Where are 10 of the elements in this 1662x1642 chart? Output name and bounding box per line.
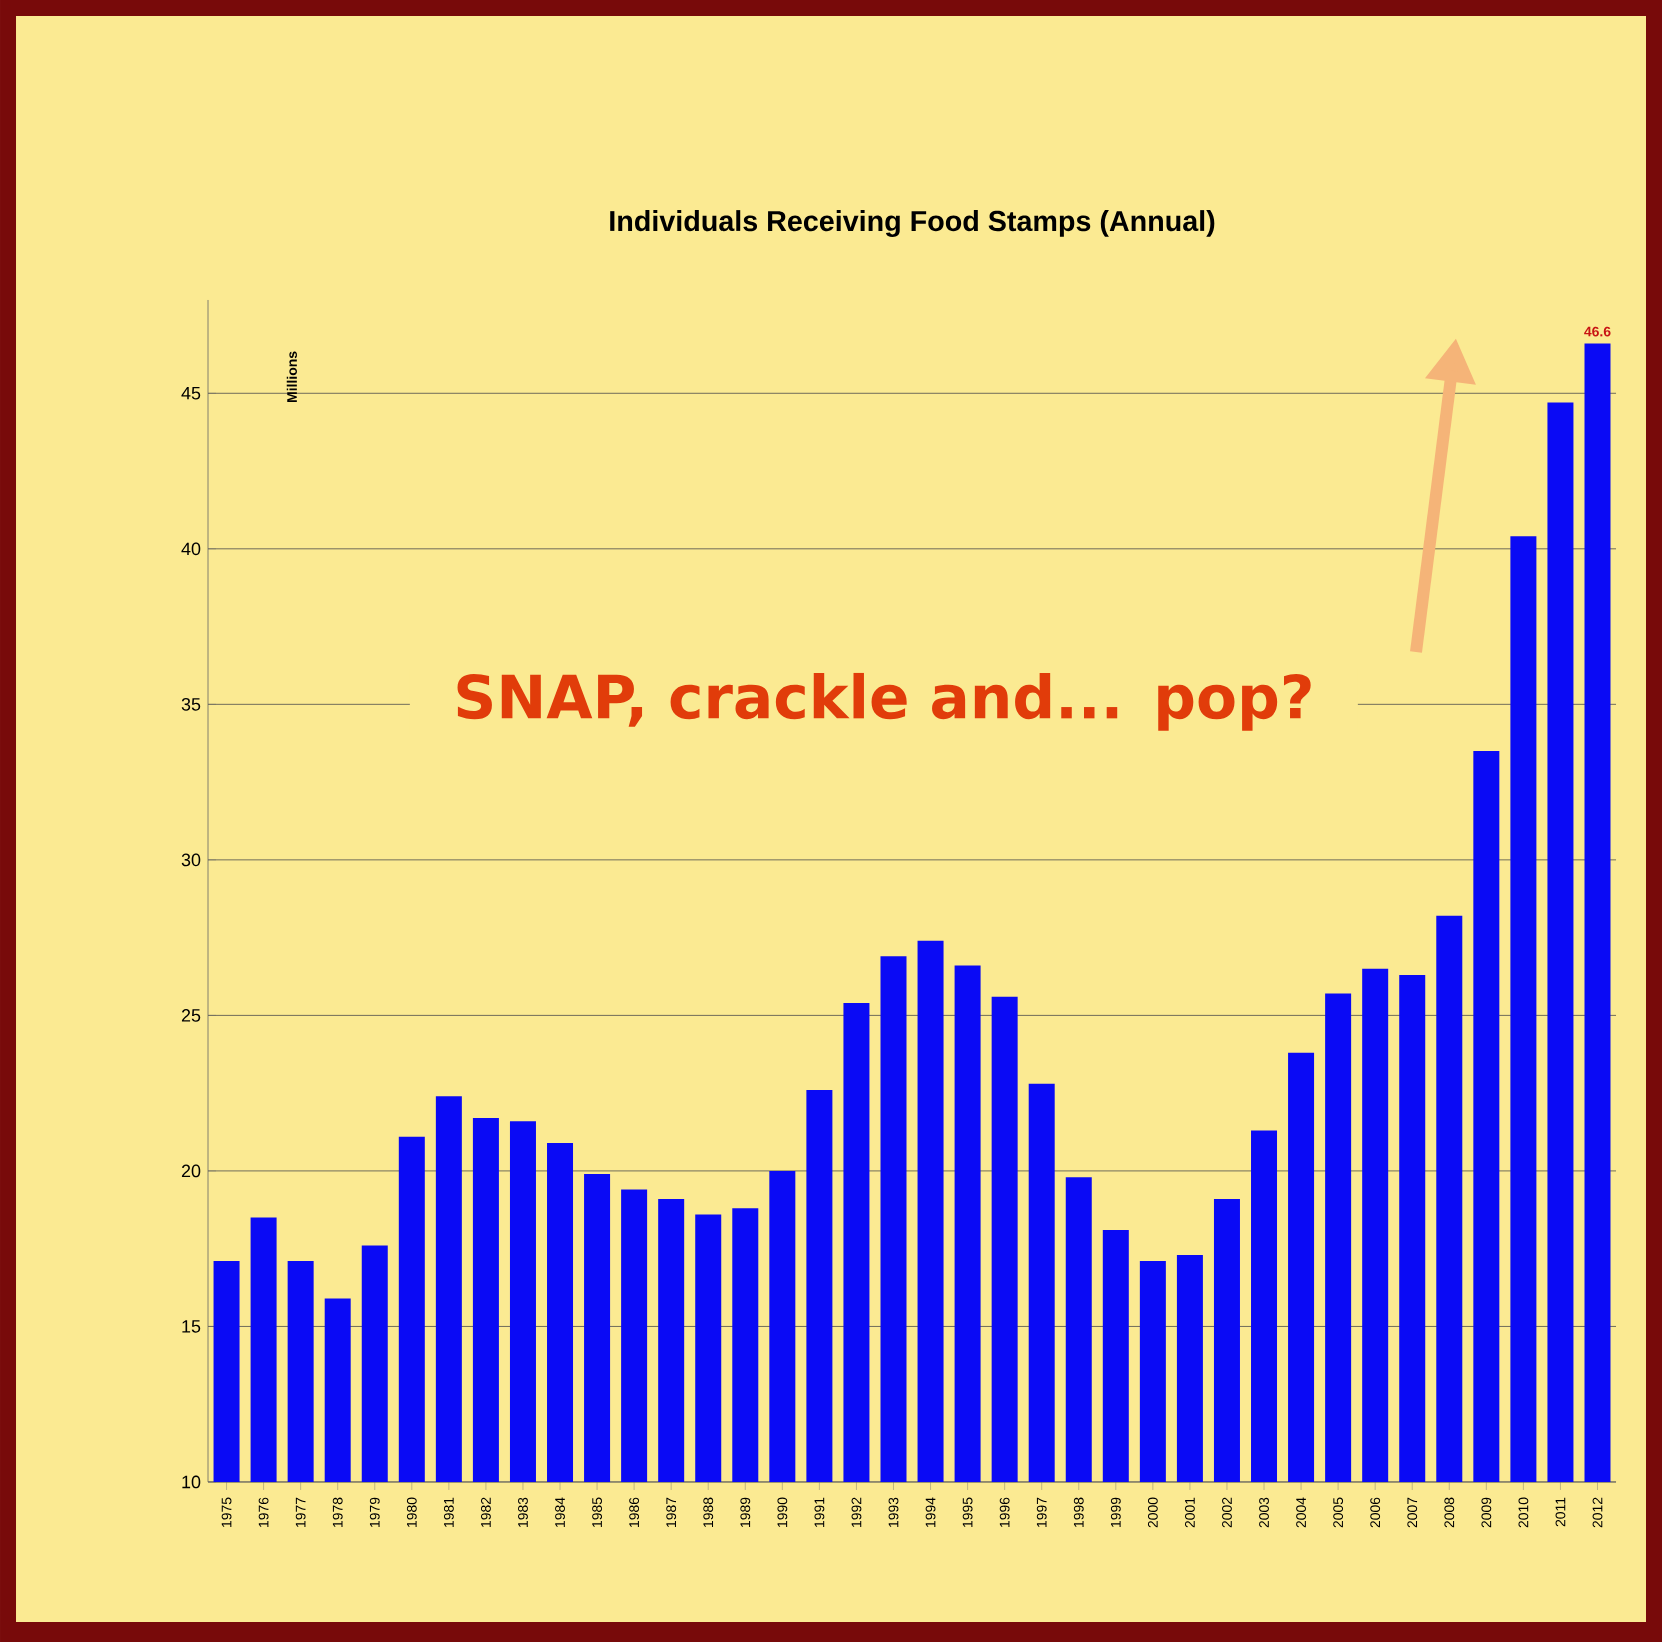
y-tick-label: 15 <box>182 1320 201 1333</box>
y-tick-label: 40 <box>181 542 201 556</box>
y-tick-label: 35 <box>181 697 201 711</box>
y-tick-label: 30 <box>181 853 201 867</box>
y-tick-label: 25 <box>181 1009 201 1022</box>
y-tick-label: 10 <box>182 1475 201 1489</box>
y-tick-label: 45 <box>181 387 201 400</box>
annotation: SNAP, crackle and... pop? <box>457 672 1311 731</box>
y-tick-label: 20 <box>181 1164 201 1178</box>
chart-title: Individuals Receiving Food Stamps (Annual) <box>610 210 1215 237</box>
